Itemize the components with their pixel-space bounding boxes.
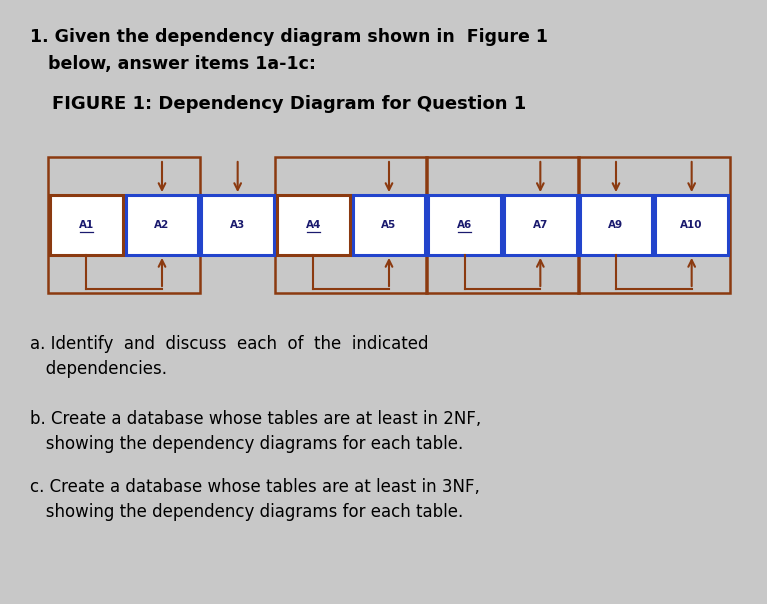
- Bar: [428, 195, 501, 255]
- Text: A7: A7: [532, 220, 548, 230]
- Text: 1. Given the dependency diagram shown in  Figure 1: 1. Given the dependency diagram shown in…: [30, 28, 548, 46]
- Text: A10: A10: [680, 220, 703, 230]
- Bar: [578, 157, 730, 293]
- Text: c. Create a database whose tables are at least in 3NF,: c. Create a database whose tables are at…: [30, 478, 480, 496]
- Bar: [655, 195, 728, 255]
- Bar: [426, 157, 578, 293]
- Bar: [580, 195, 652, 255]
- Bar: [48, 157, 200, 293]
- Text: A4: A4: [305, 220, 321, 230]
- Bar: [504, 195, 577, 255]
- Bar: [201, 195, 274, 255]
- Text: A1: A1: [79, 220, 94, 230]
- Text: showing the dependency diagrams for each table.: showing the dependency diagrams for each…: [30, 503, 463, 521]
- Text: A6: A6: [457, 220, 472, 230]
- Bar: [50, 195, 123, 255]
- Bar: [277, 195, 350, 255]
- Bar: [275, 157, 427, 293]
- Text: A2: A2: [154, 220, 170, 230]
- Text: FIGURE 1: Dependency Diagram for Question 1: FIGURE 1: Dependency Diagram for Questio…: [52, 95, 526, 113]
- Text: b. Create a database whose tables are at least in 2NF,: b. Create a database whose tables are at…: [30, 410, 481, 428]
- Text: a. Identify  and  discuss  each  of  the  indicated: a. Identify and discuss each of the indi…: [30, 335, 429, 353]
- Text: showing the dependency diagrams for each table.: showing the dependency diagrams for each…: [30, 435, 463, 453]
- Text: below, answer items 1a-1c:: below, answer items 1a-1c:: [30, 55, 316, 73]
- Text: dependencies.: dependencies.: [30, 360, 167, 378]
- Text: A3: A3: [230, 220, 245, 230]
- Bar: [126, 195, 199, 255]
- Bar: [353, 195, 426, 255]
- Text: A9: A9: [608, 220, 624, 230]
- Text: A5: A5: [381, 220, 397, 230]
